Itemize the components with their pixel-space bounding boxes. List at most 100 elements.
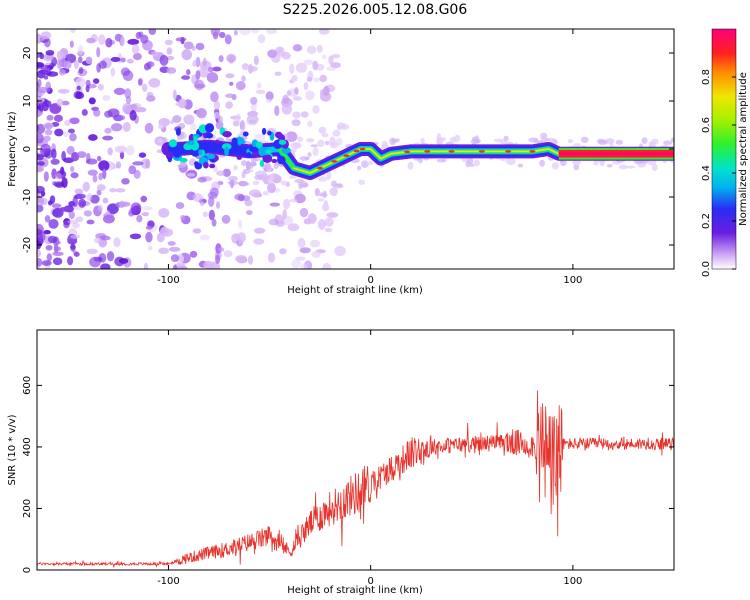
spectral-noise-blob (237, 194, 245, 202)
ridge-hot-spot (353, 149, 360, 153)
spectral-noise-blob (329, 187, 338, 197)
spectral-noise-blob (94, 237, 103, 244)
spectral-noise-blob (134, 107, 147, 113)
spectral-noise-blob (206, 72, 219, 83)
x-tick-label: 0 (367, 275, 373, 286)
spectral-noise-blob (92, 78, 100, 84)
spectral-halo-blob (317, 139, 325, 148)
spectral-noise-blob (98, 160, 110, 172)
spectral-noise-blob (195, 56, 201, 68)
spectral-noise-blob (181, 75, 191, 80)
spectral-noise-blob (53, 181, 65, 187)
spectral-noise-blob (212, 66, 222, 72)
spectral-halo-blob (216, 170, 225, 176)
spectral-noise-blob (44, 37, 51, 48)
spectral-noise-blob (88, 134, 98, 141)
spectral-noise-blob (147, 245, 153, 251)
spectral-halo-blob (641, 137, 648, 145)
spectral-halo-blob (157, 138, 163, 144)
spectral-noise-blob (269, 202, 281, 207)
spectral-noise-blob (44, 129, 53, 136)
spectral-noise-blob (166, 67, 177, 74)
spectral-noise-blob (45, 244, 53, 251)
spectral-halo-blob (273, 162, 279, 170)
spectral-noise-blob (67, 239, 78, 245)
snr-x-axis: -100 0 100 (157, 330, 582, 587)
spectral-noise-blob (56, 50, 64, 61)
spectral-noise-blob (268, 218, 279, 226)
spectral-halo-blob (218, 115, 224, 124)
spectral-noise-blob (74, 193, 86, 199)
spectral-noise-blob (255, 89, 266, 94)
spectral-noise-blob (281, 103, 293, 115)
spectral-noise-blob (43, 75, 49, 80)
spectral-noise-blob (88, 97, 96, 105)
spectral-noise-blob (318, 29, 330, 35)
spectral-noise-blob (192, 193, 204, 203)
ridge-hot-spot (505, 150, 512, 153)
spectral-noise-blob (307, 120, 313, 127)
spectral-halo-blob (297, 136, 304, 142)
spectral-halo-blob (626, 165, 635, 169)
spectral-halo-blob (539, 132, 548, 141)
ridge-blob (221, 143, 232, 150)
spectral-noise-blob (70, 234, 81, 239)
spectral-halo-blob (307, 152, 312, 158)
spectral-noise-blob (37, 204, 44, 213)
spectral-noise-blob (277, 46, 285, 57)
spectral-halo-blob (436, 158, 446, 163)
spectral-halo-blob (517, 163, 524, 168)
spectral-noise-blob (221, 214, 231, 224)
spectral-halo-blob (241, 171, 246, 179)
spectral-halo-blob (528, 138, 534, 142)
ridge-blob (193, 136, 198, 144)
spectral-noise-blob (205, 264, 216, 269)
spectral-halo-blob (329, 141, 339, 149)
spectral-noise-blob (48, 218, 59, 229)
spectral-noise-blob (241, 75, 246, 82)
spectral-noise-blob (229, 81, 234, 86)
spectral-halo-blob (567, 139, 574, 144)
spectral-halo-blob (618, 164, 628, 170)
spectral-noise-blob (279, 248, 287, 255)
ridge-blob (167, 156, 172, 163)
spectral-halo-blob (473, 159, 480, 167)
spectral-halo-blob (651, 138, 659, 145)
spectral-noise-blob (143, 63, 150, 71)
spectral-halo-blob (559, 159, 567, 167)
spectral-noise-blob (306, 76, 313, 82)
spectral-noise-blob (322, 262, 332, 269)
spectral-noise-blob (141, 206, 153, 211)
spectral-noise-blob (61, 150, 67, 162)
spectral-noise-blob (218, 31, 226, 39)
spectral-noise-blob (77, 45, 84, 56)
spectral-halo-blob (263, 162, 271, 170)
ridge-blob (258, 146, 266, 157)
ridge-blob (278, 139, 287, 145)
spectral-noise-blob (37, 248, 41, 258)
spectral-noise-blob (183, 41, 194, 50)
spectral-noise-blob (100, 263, 111, 269)
spectral-noise-blob (166, 55, 175, 61)
ridge-blob (262, 154, 273, 163)
colorbar-tick-label: 0.4 (701, 165, 712, 181)
spectral-halo-blob (651, 163, 658, 172)
spectral-noise-blob (195, 70, 201, 80)
spectral-noise-blob (254, 133, 266, 142)
spectral-noise-blob (73, 59, 79, 70)
spectral-noise-blob (148, 29, 157, 36)
spectral-noise-blob (63, 157, 75, 164)
spectral-halo-blob (254, 175, 264, 181)
y-tick-label: 400 (22, 437, 33, 456)
spectral-noise-blob (82, 181, 90, 192)
spectral-noise-blob (180, 214, 185, 221)
spectral-noise-blob (330, 62, 341, 69)
spectral-noise-blob (225, 93, 235, 98)
spectral-noise-blob (311, 250, 321, 258)
ridge-blob (236, 155, 242, 160)
spectral-noise-blob (127, 38, 140, 45)
spectral-noise-blob (126, 58, 134, 64)
spectral-halo-blob (186, 173, 195, 177)
spectral-noise-blob (122, 122, 131, 132)
ridge-blob (205, 132, 214, 139)
